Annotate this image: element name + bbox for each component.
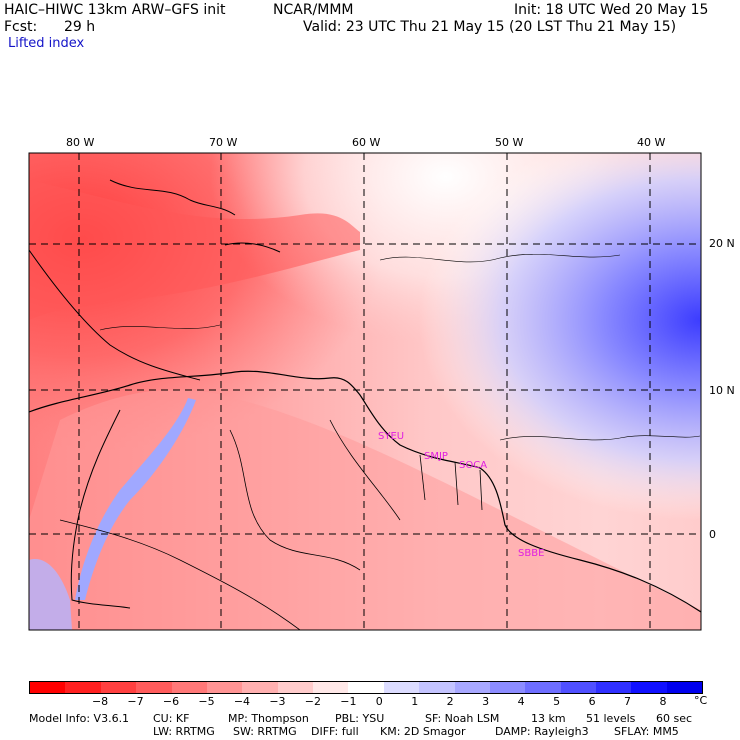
colorbar-swatch <box>100 682 137 693</box>
country-border <box>59 519 301 630</box>
org-label: NCAR/MMM <box>273 2 354 18</box>
colorbar-swatch <box>560 682 596 693</box>
lat-lon-grid <box>29 153 701 630</box>
colorbar-swatch <box>277 682 313 693</box>
colorbar-unit: °C <box>694 694 708 707</box>
station-label: SBBE <box>518 548 545 559</box>
colorbar-swatch <box>313 682 349 693</box>
station-label: SMJP <box>424 451 448 462</box>
lat-label: 20 N <box>709 237 735 250</box>
colorbar-swatch <box>454 682 490 693</box>
colorbar-tick-label: 5 <box>553 695 561 708</box>
cumulus-scheme: CU: KF <box>153 712 190 725</box>
field-name: Lifted index <box>8 36 85 51</box>
pacific-stable-area <box>29 559 72 630</box>
lon-label: 60 W <box>352 136 381 149</box>
pbl-scheme: PBL: YSU <box>335 712 385 725</box>
colorbar-tick-label: −3 <box>269 695 286 708</box>
colorbar-tick-label: −5 <box>198 695 215 708</box>
station-label: SOCA <box>459 460 488 471</box>
colorbar-tick-label: 3 <box>482 695 490 708</box>
contour-line <box>499 435 701 441</box>
colorbar-tick-label: 4 <box>517 695 525 708</box>
colorbar-swatch <box>631 682 667 693</box>
lat-label: 10 N <box>709 384 735 397</box>
colorbar-swatch <box>136 682 172 693</box>
colorbar-tick-label: 2 <box>446 695 454 708</box>
shortwave-scheme: SW: RRTMG <box>233 725 297 738</box>
lon-label: 40 W <box>637 136 666 149</box>
lon-label: 70 W <box>209 136 238 149</box>
colorbar-tick-label: 7 <box>624 695 632 708</box>
colorbar-tick-label: −4 <box>233 695 251 708</box>
colorbar-swatch <box>419 682 455 693</box>
eddy-coefficient: KM: 2D Smagor <box>380 725 466 738</box>
lon-label: 50 W <box>495 136 524 149</box>
init-time: Init: 18 UTC Wed 20 May 15 <box>514 2 709 18</box>
island-outline <box>109 179 236 216</box>
colorbar-tick-label: 0 <box>375 695 383 708</box>
valid-time: Valid: 23 UTC Thu 21 May 15 (20 LST Thu … <box>303 19 677 35</box>
damping-setting: DAMP: Rayleigh3 <box>495 725 589 738</box>
colorbar-swatch <box>65 682 101 693</box>
central-america-coast <box>29 249 201 381</box>
country-border <box>229 429 361 571</box>
surface-layer-scheme: SFLAY: MM5 <box>614 725 679 738</box>
colorbar-swatch <box>489 682 526 693</box>
colorbar-swatch <box>206 682 243 693</box>
model-title: HAIC–HIWC 13km ARW–GFS init <box>4 2 226 18</box>
colorbar-swatch <box>525 682 561 693</box>
colorbar-tick-label: −8 <box>91 695 109 708</box>
colorbar-tick-label: 8 <box>659 695 667 708</box>
contour-line <box>379 253 621 263</box>
coastline <box>29 370 701 613</box>
lat-label: 0 <box>709 528 716 541</box>
colorbar-swatch <box>383 682 420 693</box>
colorbar-tick-label: −2 <box>304 695 321 708</box>
country-border <box>329 419 401 521</box>
island-outline <box>224 242 281 253</box>
country-border <box>419 454 483 511</box>
fcst-label: Fcst: <box>4 19 38 35</box>
model-version: Model Info: V3.6.1 <box>29 712 130 725</box>
diffusion-setting: DIFF: full <box>311 725 359 738</box>
andes-stable-strip <box>75 398 196 600</box>
colorbar-tick-label: 1 <box>411 695 419 708</box>
longwave-scheme: LW: RRTMG <box>153 725 215 738</box>
colorbar-tick-label: 6 <box>588 695 596 708</box>
colorbar-swatch <box>30 682 66 693</box>
continent-field <box>29 389 701 630</box>
time-step: 60 sec <box>656 712 693 725</box>
colorbar-tick-label: −6 <box>162 695 180 708</box>
colorbar-tick-label: −1 <box>340 695 357 708</box>
colorbar-swatch <box>348 682 384 693</box>
colorbar-swatch <box>242 682 278 693</box>
colorbar-tick-label: −7 <box>127 695 144 708</box>
pacific-coast <box>70 409 131 609</box>
fcst-value: 29 h <box>64 19 96 35</box>
colorbar-swatch <box>666 682 703 693</box>
vertical-levels: 51 levels <box>586 712 636 725</box>
microphysics-scheme: MP: Thompson <box>228 712 309 725</box>
contour-line <box>99 324 221 331</box>
colorbar <box>29 681 703 694</box>
station-label: SYEU <box>378 431 405 442</box>
surface-scheme: SF: Noah LSM <box>425 712 500 725</box>
grid-resolution: 13 km <box>531 712 566 725</box>
caribbean-unstable-band <box>29 180 360 320</box>
colorbar-swatch <box>596 682 632 693</box>
lon-label: 80 W <box>66 136 95 149</box>
map-frame <box>28 152 702 631</box>
colorbar-swatch <box>171 682 207 693</box>
